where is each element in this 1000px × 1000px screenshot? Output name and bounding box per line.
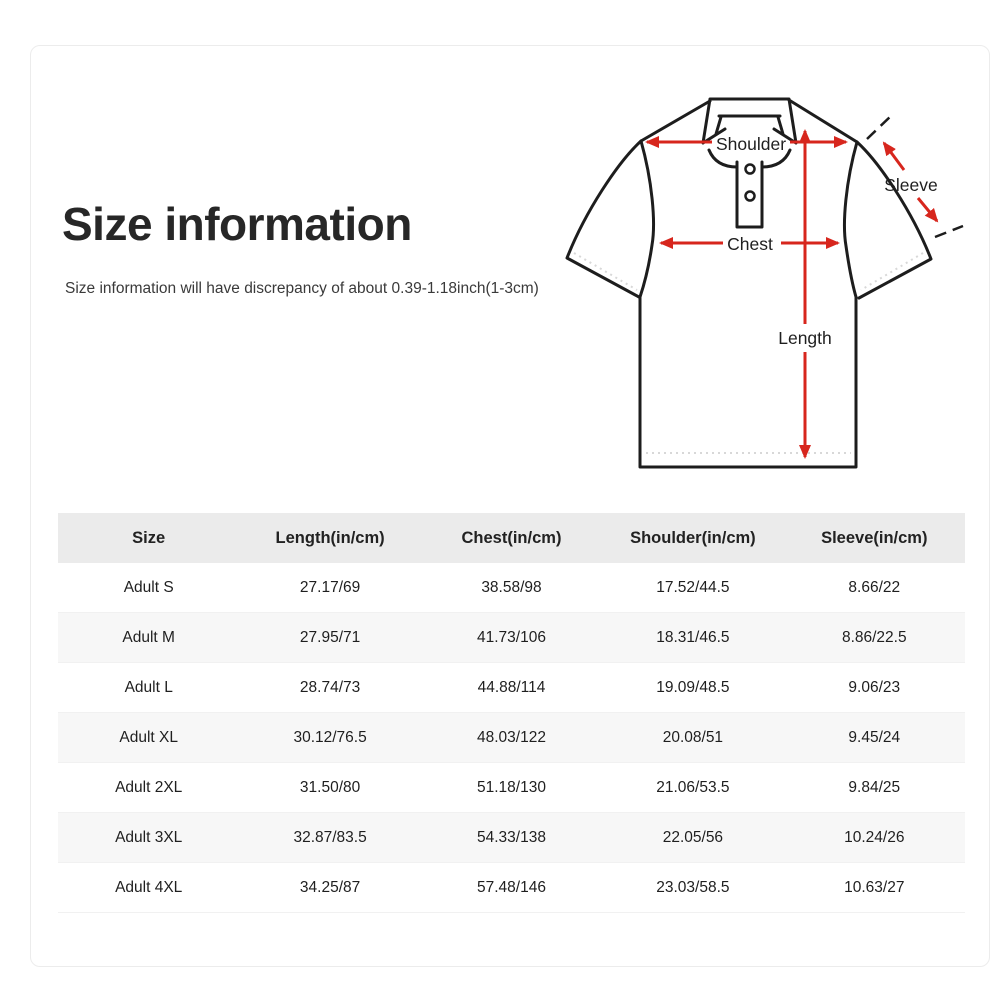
cell-shoulder: 23.03/58.5 <box>656 879 730 896</box>
table-row: Adult M 27.95/71 41.73/106 18.31/46.5 8.… <box>58 613 965 663</box>
cell-chest: 38.58/98 <box>481 579 542 596</box>
cell-size: Adult 2XL <box>115 779 183 796</box>
cell-length: 28.74/73 <box>299 679 361 696</box>
neckline <box>707 148 792 169</box>
size-table-body: Adult S 27.17/69 38.58/98 17.52/44.5 8.6… <box>58 563 965 913</box>
chest-label: Chest <box>727 234 773 254</box>
table-row: Adult L 28.74/73 44.88/114 19.09/48.5 9.… <box>58 663 965 713</box>
cell-shoulder: 22.05/56 <box>662 829 724 846</box>
cell-length: 30.12/76.5 <box>293 729 367 746</box>
cell-sleeve: 8.66/22 <box>848 579 901 596</box>
sleeve-ticks <box>866 112 964 239</box>
table-row: Adult 2XL 31.50/80 51.18/130 21.06/53.5 … <box>58 763 965 813</box>
button-top <box>744 163 756 175</box>
col-header-sleeve: Sleeve(in/cm) <box>821 529 928 547</box>
size-disclaimer-text: Size information will have discrepancy o… <box>65 280 539 297</box>
measure-arrows <box>645 129 939 459</box>
cell-shoulder: 18.31/46.5 <box>656 629 730 646</box>
table-row: Adult 3XL 32.87/83.5 54.33/138 22.05/56 … <box>58 813 965 863</box>
cell-sleeve: 8.86/22.5 <box>841 629 907 646</box>
cell-shoulder: 19.09/48.5 <box>656 679 730 696</box>
cell-chest: 44.88/114 <box>477 679 546 696</box>
cell-sleeve: 10.24/26 <box>844 829 905 846</box>
col-header-shoulder: Shoulder(in/cm) <box>630 529 756 547</box>
cell-shoulder: 17.52/44.5 <box>656 579 730 596</box>
col-header-chest: Chest(in/cm) <box>461 529 562 547</box>
sleeve-arrow-up <box>882 141 906 171</box>
cell-size: Adult 3XL <box>115 829 183 846</box>
left-sleeve <box>565 139 656 299</box>
cell-size: Adult XL <box>119 729 178 746</box>
cell-chest: 57.48/146 <box>477 879 546 896</box>
cell-size: Adult M <box>122 629 175 646</box>
cell-sleeve: 9.84/25 <box>848 779 901 796</box>
placket <box>735 160 764 229</box>
table-row: Adult XL 30.12/76.5 48.03/122 20.08/51 9… <box>58 713 965 763</box>
right-sleeve <box>842 140 933 300</box>
cell-sleeve: 10.63/27 <box>844 879 905 896</box>
table-row: Adult S 27.17/69 38.58/98 17.52/44.5 8.6… <box>58 563 965 613</box>
cell-shoulder: 21.06/53.5 <box>656 779 730 796</box>
cell-length: 34.25/87 <box>299 879 361 896</box>
size-table-header: Size Length(in/cm) Chest(in/cm) Shoulder… <box>58 513 965 563</box>
body <box>638 295 858 469</box>
collar <box>701 97 798 145</box>
cell-chest: 41.73/106 <box>477 629 546 646</box>
stitch-lines <box>573 252 924 454</box>
cell-size: Adult L <box>124 679 173 696</box>
col-header-size: Size <box>132 529 166 547</box>
size-table: Size Length(in/cm) Chest(in/cm) Shoulder… <box>58 513 965 913</box>
shoulder-label: Shoulder <box>716 134 786 154</box>
shoulder-seams <box>639 98 859 144</box>
cell-chest: 51.18/130 <box>477 779 546 796</box>
polo-shirt-diagram: Shoulder Chest Length Sleeve <box>565 97 964 469</box>
cell-length: 32.87/83.5 <box>293 829 367 846</box>
length-label: Length <box>778 328 832 348</box>
col-header-length: Length(in/cm) <box>275 529 385 547</box>
cell-shoulder: 20.08/51 <box>662 729 724 746</box>
cell-chest: 48.03/122 <box>477 729 546 746</box>
shirt-outline <box>565 97 933 469</box>
cell-length: 27.17/69 <box>299 579 361 596</box>
cell-sleeve: 9.45/24 <box>848 729 901 746</box>
page-title: Size information <box>62 198 412 250</box>
sleeve-label: Sleeve <box>884 175 938 195</box>
cell-length: 31.50/80 <box>299 779 361 796</box>
table-row: Adult 4XL 34.25/87 57.48/146 23.03/58.5 … <box>58 863 965 913</box>
cell-size: Adult 4XL <box>115 879 183 896</box>
sleeve-arrow-down <box>916 197 939 223</box>
cell-sleeve: 9.06/23 <box>848 679 901 696</box>
button-bottom <box>744 190 756 202</box>
cell-chest: 54.33/138 <box>477 829 546 846</box>
cell-size: Adult S <box>123 579 174 596</box>
cell-length: 27.95/71 <box>299 629 361 646</box>
